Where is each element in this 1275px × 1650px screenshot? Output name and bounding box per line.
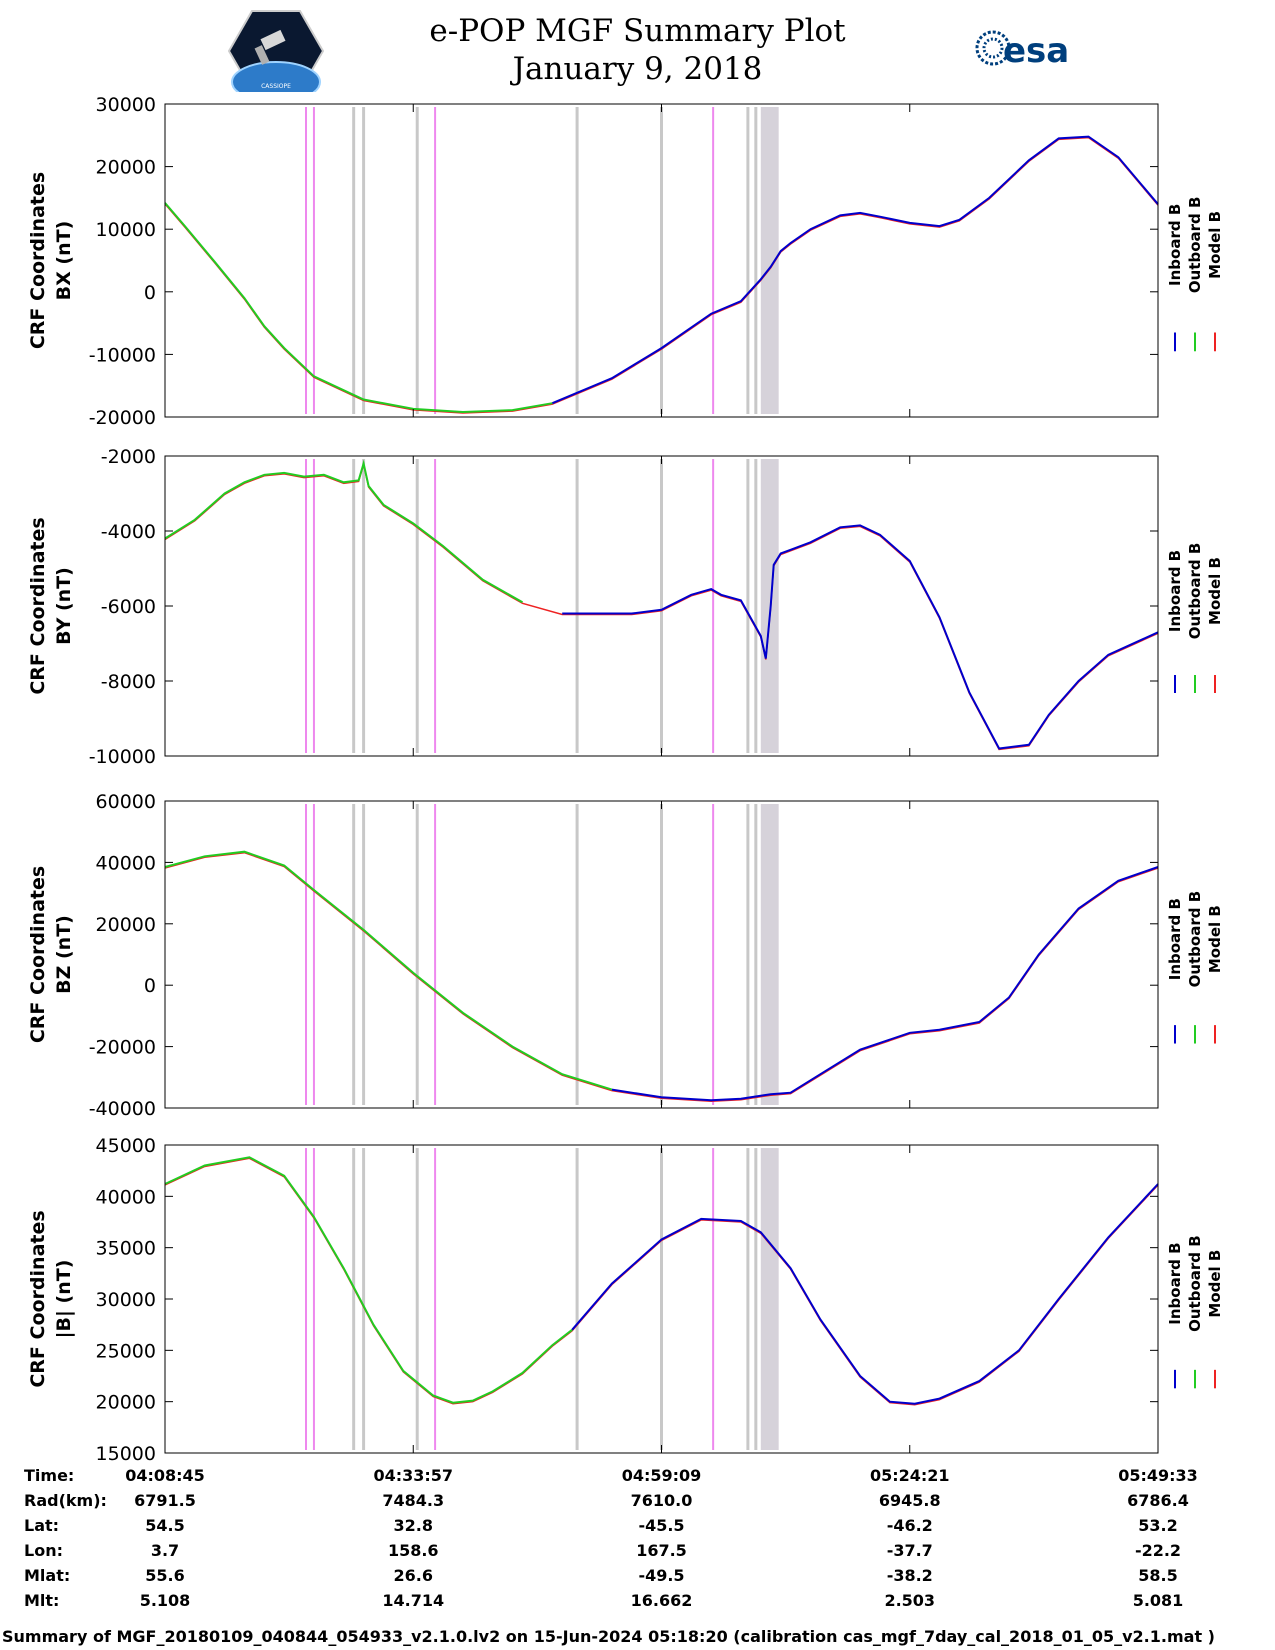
legend-label: Model B [1206,1250,1224,1318]
y-axis-label-line-2: BZ (nT) [53,915,75,994]
y-tick-label: -6000 [101,596,156,618]
panel-2: -2000 -4000 -6000 -8000 -10000 CRF Coordinate… [27,446,1224,768]
outboard-b-line [164,202,553,414]
y-tick-label: -10000 [89,746,156,768]
logo-left-text: CASSIOPE [261,83,291,90]
legend-label: Inboard B [1166,550,1184,632]
legend-label: Outboard B [1186,1235,1204,1332]
y-tick-label: 45000 [96,1135,156,1157]
y-axis-label-line-2: BX (nT) [53,221,75,301]
y-axis-label-line-1: CRF Coordinates [27,1210,49,1387]
y-tick-label: -10000 [89,344,156,366]
y-tick-label: -4000 [101,521,156,543]
y-axis-label-line-1: CRF Coordinates [27,172,49,349]
title-line-2: January 9, 2018 [512,51,763,87]
y-tick-label: 0 [144,975,156,997]
y-tick-label: 60000 [96,791,156,813]
y-tick-label: -20000 [89,407,156,429]
legend-label: Inboard B [1166,204,1184,286]
legend-label: Inboard B [1166,898,1184,980]
legend-label: Outboard B [1186,197,1204,294]
y-tick-label: -8000 [101,671,156,693]
y-tick-label: 20000 [96,157,156,179]
y-tick-label: 35000 [96,1238,156,1260]
panel-4: 45000 40000 35000 30000 25000 20000 15000 CRF C… [27,1135,1224,1465]
legend-label: Inboard B [1166,1242,1184,1324]
panel-3: 60000 40000 20000 0 -20000 -40000 CRF Coordina… [27,791,1224,1120]
cassiope-logo: CASSIOPE [228,10,324,92]
y-tick-label: -40000 [89,1098,156,1120]
legend-label: Model B [1206,211,1224,279]
y-tick-label: 15000 [96,1443,156,1465]
inboard-b-line [551,135,1159,405]
plot-title: e-POP MGF Summary Plot January 9, 2018 [0,12,1275,88]
outboard-b-line [164,850,613,1091]
legend-label: Model B [1206,557,1224,625]
y-tick-label: 40000 [96,1186,156,1208]
shaded-region [760,804,779,1105]
logo-right-text: esa [1003,31,1069,71]
y-axis-label-line-2: BY (nT) [53,567,75,645]
title-line-1: e-POP MGF Summary Plot [429,13,846,49]
outboard-b-line [164,459,523,604]
shaded-region [760,107,779,414]
y-tick-label: 40000 [96,852,156,874]
y-axis-label-line-1: CRF Coordinates [27,866,49,1043]
y-tick-label: 20000 [96,1392,156,1414]
legend-label: Outboard B [1186,543,1204,640]
y-axis-label-line-1: CRF Coordinates [27,517,49,694]
y-tick-label: 20000 [96,914,156,936]
panel-1: 30000 20000 10000 0 -10000 -20000 CRF Coordina… [27,94,1224,429]
y-tick-label: -2000 [101,446,156,468]
y-tick-label: 25000 [96,1340,156,1362]
y-tick-label: 30000 [96,1289,156,1311]
shaded-region [760,1148,779,1450]
legend-label: Outboard B [1186,891,1204,988]
inboard-b-line [562,524,1159,750]
y-tick-label: 30000 [96,94,156,116]
y-tick-label: 0 [144,282,156,304]
y-tick-label: 10000 [96,219,156,241]
y-tick-label: -20000 [89,1037,156,1059]
esa-logo: esa [975,30,1069,71]
legend-label: Model B [1206,905,1224,973]
footer-text: Summary of MGF_20180109_040844_054933_v2… [2,1627,1215,1646]
inboard-b-line [571,1183,1159,1405]
y-axis-label-line-2: |B| (nT) [53,1260,75,1339]
outboard-b-line [164,1156,573,1404]
inboard-b-line [611,866,1159,1102]
